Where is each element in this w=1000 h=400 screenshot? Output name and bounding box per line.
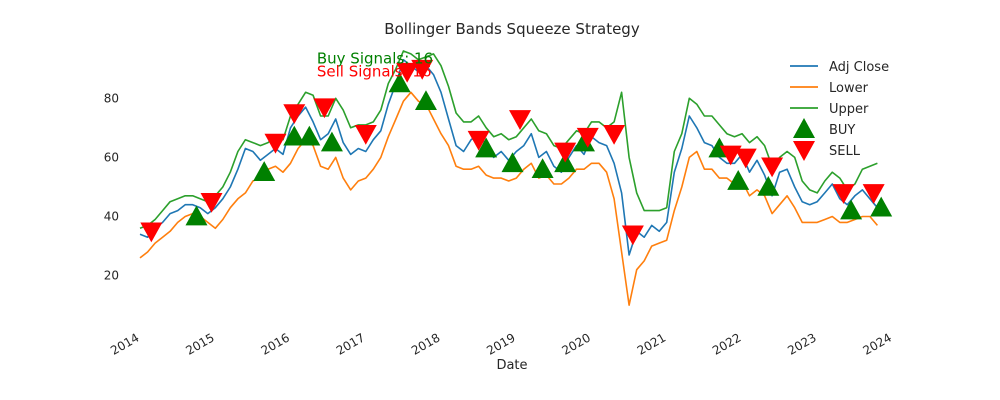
legend-label: BUY xyxy=(829,123,855,138)
buy-signal-marker xyxy=(757,175,780,196)
sell-signal-marker xyxy=(621,225,644,246)
x-tick-label: 2019 xyxy=(484,330,517,357)
x-tick-label: 2017 xyxy=(334,330,367,357)
legend-label: Upper xyxy=(829,102,869,117)
signal-markers xyxy=(140,59,893,246)
x-tick-label: 2024 xyxy=(861,330,894,357)
buy-signal-marker xyxy=(475,137,498,158)
series-line-adj-close xyxy=(139,59,879,256)
sell-signal-marker xyxy=(411,59,434,80)
sell-signal-marker xyxy=(200,192,223,213)
sell-signal-marker xyxy=(862,184,885,204)
buy-signal-marker xyxy=(185,205,208,226)
y-tick-label: 60 xyxy=(104,150,119,164)
legend-swatch xyxy=(793,118,815,138)
x-tick-label: 2014 xyxy=(108,330,141,357)
sell-signal-marker xyxy=(761,157,784,178)
signal-count-annotation: Sell Signals: 16 xyxy=(317,63,432,81)
y-tick-label: 20 xyxy=(104,269,119,283)
buy-signal-marker xyxy=(531,158,554,179)
sell-signal-marker xyxy=(832,184,855,204)
legend-swatch xyxy=(793,141,815,161)
series-line-upper xyxy=(139,50,878,230)
sell-signal-marker xyxy=(313,98,336,119)
buy-signal-marker xyxy=(320,131,343,152)
sell-signal-marker xyxy=(576,127,599,148)
sell-signal-marker xyxy=(354,124,377,145)
buy-signal-marker xyxy=(414,90,437,111)
x-tick-label: 2015 xyxy=(183,330,216,357)
sell-signal-marker xyxy=(554,142,577,163)
series-line-lower xyxy=(139,91,879,306)
buy-signal-marker xyxy=(840,199,863,220)
legend-label: SELL xyxy=(829,144,861,159)
buy-signal-marker xyxy=(298,125,321,146)
signal-count-annotation: Buy Signals: 16 xyxy=(317,49,433,67)
buy-signal-marker xyxy=(283,125,306,146)
x-axis-label: Date xyxy=(496,358,527,373)
sell-signal-marker xyxy=(509,110,532,130)
sell-signal-marker xyxy=(396,62,419,83)
buy-signal-marker xyxy=(870,196,893,217)
buy-signal-marker xyxy=(388,72,411,93)
buy-signal-marker xyxy=(572,131,595,152)
x-tick-label: 2021 xyxy=(635,330,668,357)
buy-signal-marker xyxy=(253,161,276,181)
sell-signal-marker xyxy=(734,148,757,169)
x-tick-label: 2020 xyxy=(560,330,593,357)
legend-label: Lower xyxy=(829,81,869,96)
x-tick-label: 2016 xyxy=(259,330,292,357)
legend: Adj Close Lower Upper BUY SELL xyxy=(790,60,889,161)
legend-label: Adj Close xyxy=(829,60,889,75)
chart-title: Bollinger Bands Squeeze Strategy xyxy=(384,20,640,38)
sell-signal-marker xyxy=(283,104,306,125)
y-axis-ticks: 20 40 60 80 xyxy=(104,91,119,282)
sell-signal-marker xyxy=(264,133,287,154)
sell-signal-marker xyxy=(467,130,490,151)
y-tick-label: 80 xyxy=(104,91,119,105)
buy-signal-marker xyxy=(501,152,524,173)
x-tick-label: 2022 xyxy=(710,330,743,357)
sell-signal-marker xyxy=(140,222,163,243)
sell-signal-marker xyxy=(603,124,626,145)
series-lines xyxy=(139,50,879,306)
y-tick-label: 40 xyxy=(104,210,119,224)
buy-signal-marker xyxy=(727,170,750,190)
x-tick-label: 2018 xyxy=(409,330,442,357)
x-tick-label: 2023 xyxy=(785,330,818,357)
x-axis-ticks: 2014 2015 2016 2017 2018 2019 2020 2021 2022 2023… xyxy=(108,330,894,357)
